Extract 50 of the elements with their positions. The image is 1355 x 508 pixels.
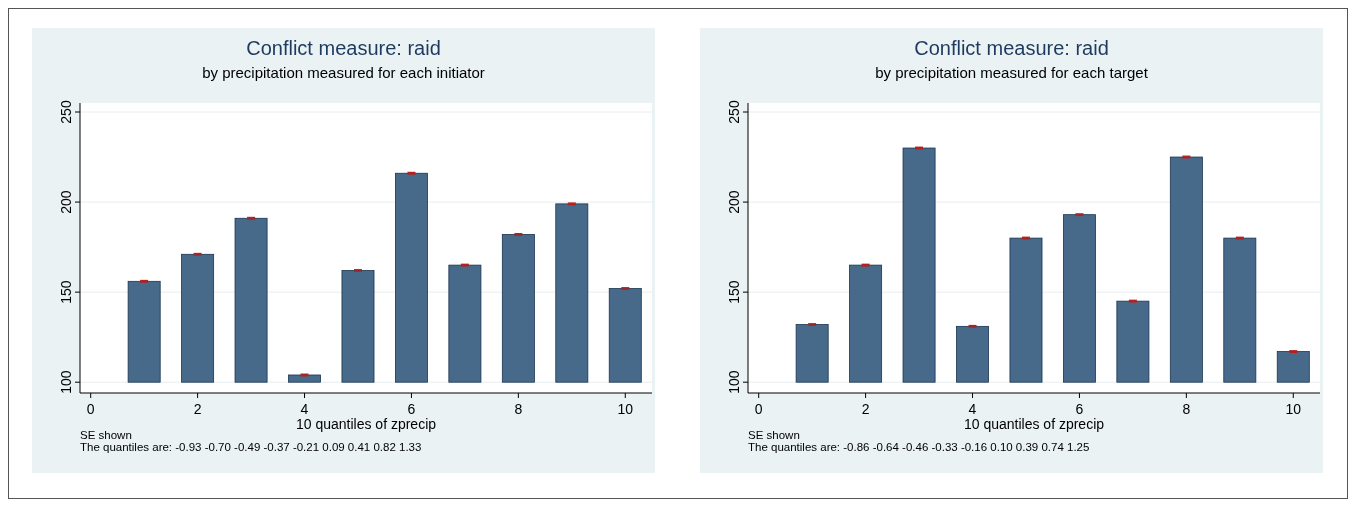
bar [127,280,161,383]
bar [501,234,535,383]
y-tick-label: 250 [726,100,742,124]
x-tick-label: 4 [300,401,309,417]
bar [1009,237,1043,383]
x-tick-label: 8 [1182,401,1191,417]
bar [181,253,215,383]
bar [1169,156,1203,383]
x-tick-label: 2 [861,401,870,417]
y-tick-label: 250 [58,100,74,124]
x-tick-label: 10 [617,401,634,417]
x-axis-title: 10 quantiles of zprecip [295,416,437,432]
x-tick-label: 0 [754,401,763,417]
bar [1063,214,1096,383]
chart-title: Conflict measure: raid [246,37,441,59]
y-tick-label: 150 [58,280,74,304]
bar [448,264,482,383]
text: SE shown [80,429,132,441]
bar [956,325,989,383]
x-tick-label: 4 [968,401,977,417]
y-tick-label: 200 [726,190,742,214]
y-tick-label: 100 [58,370,74,394]
text: The quantiles are: -0.86 -0.64 -0.46 -0.33 -0.16 0.10 0.39 0.74 1.25 [748,441,1090,453]
bar [555,203,589,383]
x-tick-label: 2 [193,401,202,417]
bar [1116,300,1150,383]
x-tick-label: 0 [86,401,95,417]
text: SE shown [748,429,800,441]
bar [1223,237,1257,383]
x-tick-label: 8 [514,401,523,417]
x-tick-label: 6 [1075,401,1084,417]
y-tick-label: 150 [726,280,742,304]
bar [341,270,375,383]
y-tick-label: 100 [726,370,742,394]
x-tick-label: 6 [407,401,416,417]
chart-subtitle: by precipitation measured for each initiator [202,64,485,81]
y-tick-label: 200 [58,190,74,214]
chart-title: Conflict measure: raid [914,37,1109,59]
chart-subtitle: by precipitation measured for each target [875,64,1149,81]
x-tick-label: 10 [1285,401,1302,417]
x-axis-title: 10 quantiles of zprecip [963,416,1105,432]
bar [1276,351,1310,383]
bar [288,374,321,383]
bar [608,288,642,383]
bar [395,172,428,383]
text: The quantiles are: -0.93 -0.70 -0.49 -0.37 -0.21 0.09 0.41 0.82 1.33 [80,441,422,453]
bar [795,324,829,383]
bar [849,264,883,383]
bar [902,147,936,383]
bar [234,217,268,383]
